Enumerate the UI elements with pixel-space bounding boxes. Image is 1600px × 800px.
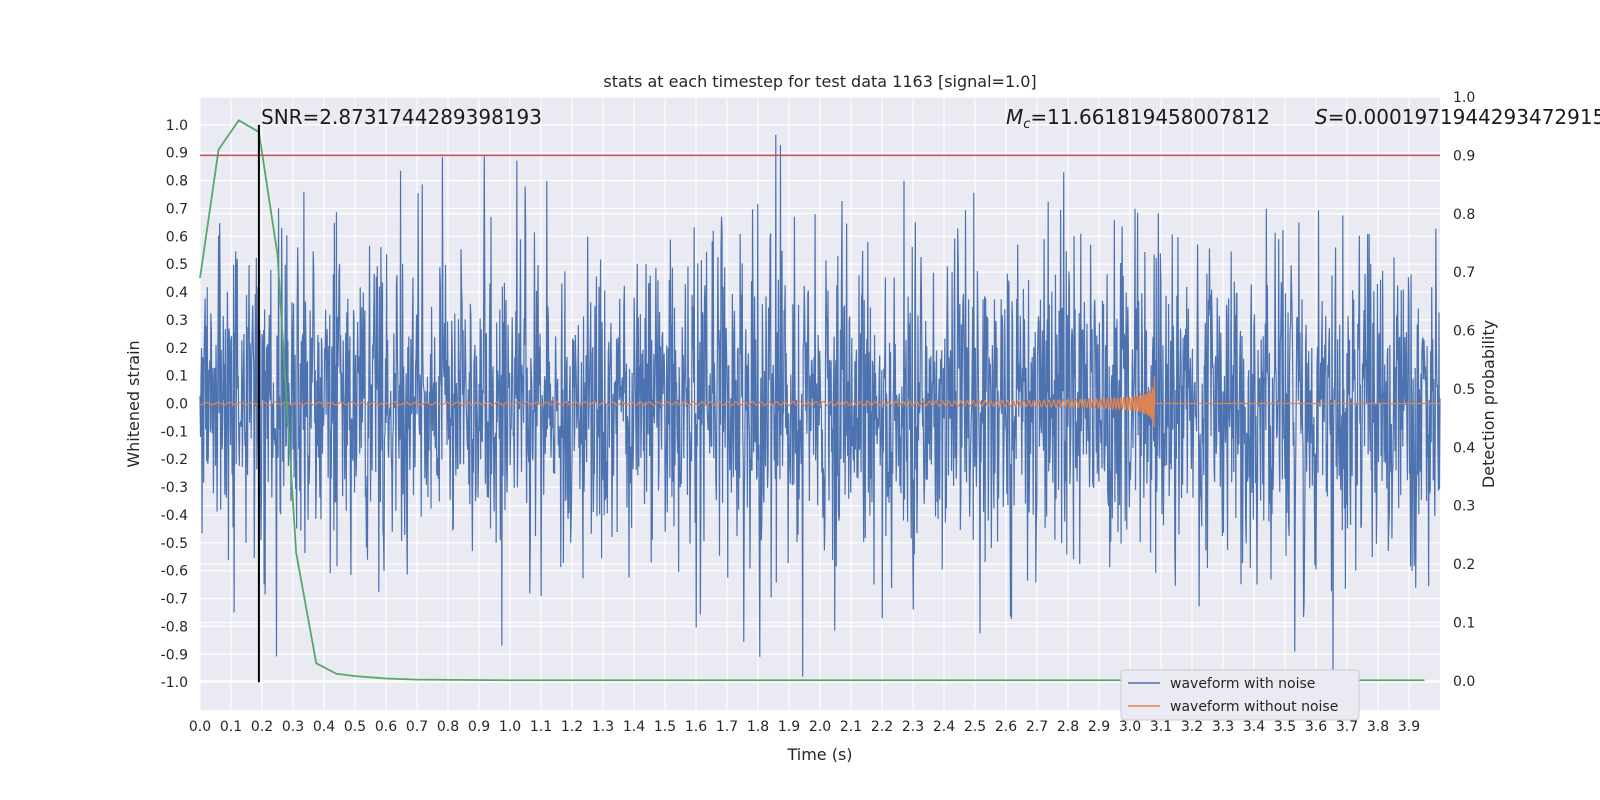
x-tick-label: 2.7 xyxy=(1026,719,1048,735)
x-tick-label: 1.9 xyxy=(778,719,800,735)
y-tick-label: -0.3 xyxy=(161,480,188,496)
y-tick-label: 0.6 xyxy=(166,229,188,245)
x-tick-label: 1.8 xyxy=(747,719,769,735)
x-tick-label: 0.1 xyxy=(220,719,242,735)
y2-tick-label: 0.7 xyxy=(1453,265,1475,281)
x-tick-label: 1.2 xyxy=(561,719,583,735)
y-tick-label: -1.0 xyxy=(161,675,188,691)
x-tick-label: 2.1 xyxy=(840,719,862,735)
x-tick-label: 3.3 xyxy=(1212,719,1234,735)
chirp-mass-value: =11.661819458007812 xyxy=(1030,105,1269,129)
x-tick-label: 0.6 xyxy=(375,719,397,735)
y2-tick-label: 0.8 xyxy=(1453,207,1475,223)
x-tick-label: 3.1 xyxy=(1150,719,1172,735)
y2-tick-label: 0.2 xyxy=(1453,557,1475,573)
series-waveform-without-noise xyxy=(199,376,1440,428)
legend: waveform with noise waveform without noi… xyxy=(1120,669,1360,721)
snr-annotation: SNR=2.8731744289398193 xyxy=(261,105,542,129)
y2-tick-label: 0.4 xyxy=(1453,440,1475,456)
y2-tick-label: 0.3 xyxy=(1453,499,1475,515)
s-annotation: S=0.00019719442934729159 xyxy=(1315,105,1600,129)
y2-tick-label: 0.5 xyxy=(1453,382,1475,398)
legend-label-noise: waveform with noise xyxy=(1170,676,1315,692)
x-tick-label: 0.3 xyxy=(282,719,304,735)
y-tick-label: 0.5 xyxy=(166,257,188,273)
probability-line xyxy=(199,119,1425,682)
x-tick-label: 3.0 xyxy=(1119,719,1141,735)
x-tick-label: 3.9 xyxy=(1398,719,1420,735)
chirp-mass-subscript: c xyxy=(1023,117,1030,132)
legend-label-clean: waveform without noise xyxy=(1170,699,1338,715)
x-tick-label: 3.5 xyxy=(1274,719,1296,735)
y2-tick-labels: 1.0 0.9 0.8 0.7 0.6 0.5 0.4 0.3 0.2 0.1 0.0 xyxy=(1453,90,1475,690)
y-tick-label: 0.4 xyxy=(166,285,188,301)
y-axis-label: Whitened strain xyxy=(124,340,143,467)
s-value: =0.00019719442934729159 xyxy=(1328,105,1600,129)
x-tick-label: 3.8 xyxy=(1367,719,1389,735)
x-tick-label: 2.4 xyxy=(933,719,955,735)
x-tick-label: 1.4 xyxy=(623,719,645,735)
series-waveform-with-noise xyxy=(199,134,1441,677)
x-tick-label: 2.2 xyxy=(871,719,893,735)
x-tick-label: 2.9 xyxy=(1088,719,1110,735)
x-tick-label: 0.9 xyxy=(468,719,490,735)
y-tick-label: -0.1 xyxy=(161,424,188,440)
y2-tick-label: 0.0 xyxy=(1453,674,1475,690)
y2-axis-label: Detection probability xyxy=(1479,320,1498,488)
x-tick-label: 2.0 xyxy=(809,719,831,735)
y2-tick-label: 1.0 xyxy=(1453,90,1475,106)
x-tick-label: 0.8 xyxy=(437,719,459,735)
x-tick-label: 0.4 xyxy=(313,719,335,735)
x-tick-label: 1.1 xyxy=(530,719,552,735)
y-tick-label: 0.7 xyxy=(166,201,188,217)
x-tick-label: 3.7 xyxy=(1336,719,1358,735)
x-tick-label: 2.8 xyxy=(1057,719,1079,735)
series-detection-probability xyxy=(199,119,1425,682)
chirp-mass-annotation: Mc=11.661819458007812 xyxy=(1006,105,1270,132)
x-tick-label: 3.4 xyxy=(1243,719,1265,735)
x-tick-labels: 0.0 0.1 0.2 0.3 0.4 0.5 0.6 0.7 0.8 0.9 1.0 1.1 1.2 1… xyxy=(189,719,1420,735)
y-tick-label: -0.2 xyxy=(161,452,188,468)
x-tick-label: 1.5 xyxy=(654,719,676,735)
y-tick-label: -0.9 xyxy=(161,647,188,663)
chirp-mass-symbol: M xyxy=(1006,105,1023,129)
x-tick-label: 2.3 xyxy=(902,719,924,735)
x-tick-label: 0.0 xyxy=(189,719,211,735)
legend-box xyxy=(1120,669,1360,721)
y2-tick-label: 0.9 xyxy=(1453,148,1475,164)
y-tick-label: 0.2 xyxy=(166,341,188,357)
y-tick-label: -0.4 xyxy=(161,508,188,524)
x-tick-label: 1.7 xyxy=(716,719,738,735)
x-tick-label: 1.6 xyxy=(685,719,707,735)
clean-waveform-line xyxy=(199,376,1440,428)
y2-tick-label: 0.1 xyxy=(1453,615,1475,631)
x-axis-label: Time (s) xyxy=(786,745,852,764)
noise-waveform-line xyxy=(199,134,1441,677)
y-tick-label: -0.8 xyxy=(161,619,188,635)
y-tick-label: 0.0 xyxy=(166,397,188,413)
y-tick-label: 1.0 xyxy=(166,118,188,134)
x-tick-label: 0.2 xyxy=(251,719,273,735)
s-symbol: S xyxy=(1315,105,1328,129)
y-tick-label: 0.8 xyxy=(166,174,188,190)
x-tick-label: 2.6 xyxy=(995,719,1017,735)
x-tick-label: 3.2 xyxy=(1181,719,1203,735)
y-tick-label: 0.3 xyxy=(166,313,188,329)
y-tick-label: 0.1 xyxy=(166,369,188,385)
y-tick-label: -0.5 xyxy=(161,536,188,552)
y-tick-label: -0.6 xyxy=(161,564,188,580)
x-tick-label: 0.5 xyxy=(344,719,366,735)
x-tick-label: 0.7 xyxy=(406,719,428,735)
x-tick-label: 3.6 xyxy=(1305,719,1327,735)
y-tick-label: 0.9 xyxy=(166,146,188,162)
x-tick-label: 1.0 xyxy=(499,719,521,735)
y-tick-label: -0.7 xyxy=(161,592,188,608)
y2-tick-label: 0.6 xyxy=(1453,324,1475,340)
chart-title: stats at each timestep for test data 116… xyxy=(603,72,1036,91)
y-tick-labels: 1.0 0.9 0.8 0.7 0.6 0.5 0.4 0.3 0.2 0.1 0.0 -0.1 -0.… xyxy=(161,118,188,691)
x-tick-label: 1.3 xyxy=(592,719,614,735)
x-tick-label: 2.5 xyxy=(964,719,986,735)
